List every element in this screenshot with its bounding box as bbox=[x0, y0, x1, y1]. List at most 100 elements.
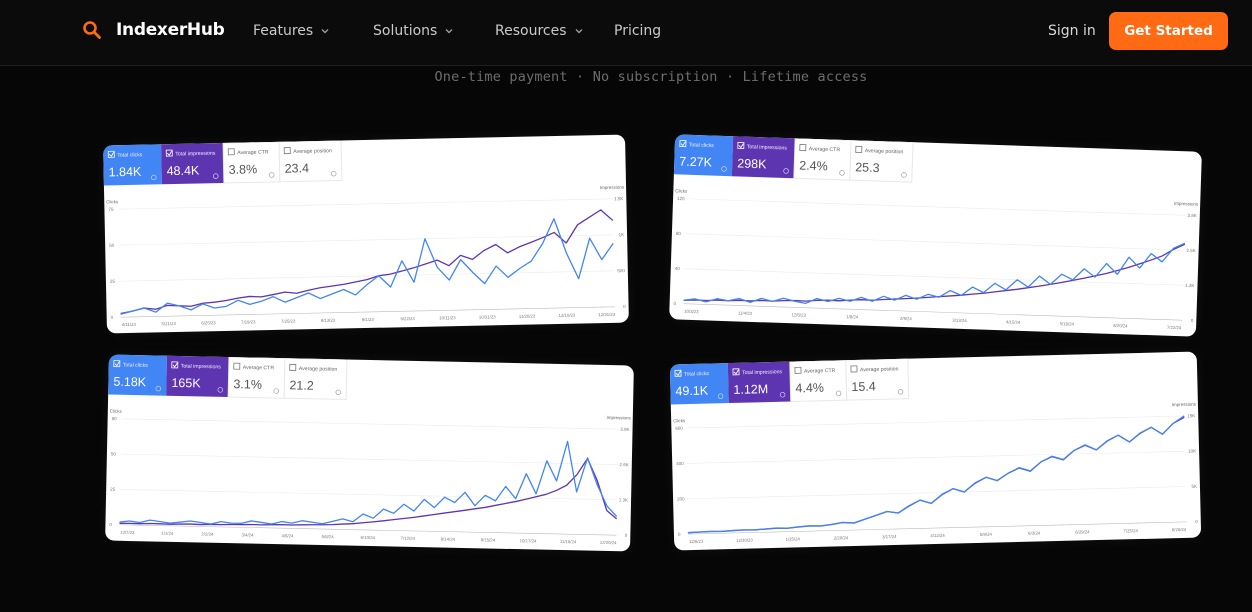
help-icon[interactable] bbox=[269, 172, 275, 178]
gridline bbox=[684, 268, 1184, 286]
metric-label: Average CTR bbox=[804, 368, 836, 375]
x-tick-label: 12/6/23 bbox=[689, 539, 704, 544]
x-tick-label: 7/25/24 bbox=[1123, 528, 1138, 533]
gridline bbox=[120, 306, 615, 318]
metric-label: Total impressions bbox=[181, 364, 222, 371]
metric-tile-2[interactable]: Total impressions 48.4K bbox=[161, 142, 224, 185]
checkbox-checked-icon[interactable] bbox=[165, 149, 173, 157]
help-icon[interactable] bbox=[331, 170, 337, 177]
y-axis-label: Clicks bbox=[106, 199, 119, 204]
metric-value: 3.1% bbox=[233, 377, 262, 392]
metric-tile-2[interactable]: Total impressions 298K bbox=[731, 136, 796, 179]
nav-pricing[interactable]: Pricing bbox=[614, 23, 661, 39]
help-icon[interactable] bbox=[901, 172, 907, 178]
y-tick-label: 25 bbox=[110, 279, 116, 284]
help-icon[interactable] bbox=[839, 170, 845, 176]
x-tick-label: 4/6/24 bbox=[282, 533, 295, 538]
x-tick-label: 12/6/23 bbox=[791, 312, 806, 317]
checkbox-checked-icon[interactable] bbox=[674, 369, 682, 377]
clicks-series-line bbox=[119, 440, 618, 525]
metric-tile-1[interactable]: Total clicks 1.84K bbox=[103, 144, 162, 186]
metric-tile-4[interactable]: Average position 15.4 bbox=[845, 358, 910, 401]
brand-logo[interactable]: IndexerHub bbox=[82, 20, 225, 40]
help-icon[interactable] bbox=[273, 388, 279, 394]
search-console-card-3: Total clicks 5.18K Total impressions 165K Av… bbox=[105, 354, 634, 552]
metric-label: Total impressions bbox=[747, 144, 788, 151]
gridline bbox=[685, 233, 1185, 251]
y2-tick-label: 15K bbox=[1187, 413, 1195, 418]
metric-tile-3[interactable]: Average CTR 2.4% bbox=[793, 137, 852, 181]
nav-solutions[interactable]: Solutions bbox=[373, 23, 454, 39]
help-icon[interactable] bbox=[779, 392, 786, 398]
checkbox-icon[interactable] bbox=[799, 144, 807, 152]
x-tick-label: 9/1/23 bbox=[362, 317, 375, 322]
gridline bbox=[687, 521, 1187, 535]
help-icon[interactable] bbox=[835, 390, 842, 397]
y2-tick-label: 500 bbox=[617, 268, 625, 273]
help-icon[interactable] bbox=[783, 168, 789, 174]
top-navbar: IndexerHub Features Solutions Resources … bbox=[0, 0, 1252, 66]
help-icon[interactable] bbox=[217, 387, 223, 393]
checkbox-icon[interactable] bbox=[289, 363, 297, 371]
x-tick-label: 4/15/24 bbox=[1006, 319, 1021, 324]
help-icon[interactable] bbox=[151, 174, 157, 181]
metric-tile-1[interactable]: Total clicks 7.27K bbox=[673, 134, 734, 177]
x-tick-label: 4/11/23 bbox=[122, 322, 137, 327]
help-icon[interactable] bbox=[155, 385, 162, 392]
performance-chart-3: Total clicks 5.18K Total impressions 165K Av… bbox=[108, 354, 632, 545]
nav-solutions-label: Solutions bbox=[373, 23, 438, 39]
y2-tick-label: 3.8K bbox=[1187, 213, 1196, 218]
y2-tick-label: 0 bbox=[1195, 519, 1198, 524]
x-tick-label: 6/3/24 bbox=[1028, 530, 1041, 535]
impressions-series-line bbox=[683, 243, 1186, 302]
y-tick-label: 200 bbox=[677, 496, 685, 501]
check-mark-icon bbox=[738, 143, 744, 149]
metric-label: Total clicks bbox=[684, 371, 710, 378]
get-started-button[interactable]: Get Started bbox=[1109, 12, 1228, 50]
metric-tile-4[interactable]: Average position 25.3 bbox=[849, 139, 914, 183]
checkbox-checked-icon[interactable] bbox=[107, 150, 115, 158]
y2-tick-label: 0 bbox=[1191, 318, 1194, 323]
x-tick-label: 5/8/24 bbox=[980, 532, 993, 537]
nav-resources[interactable]: Resources bbox=[495, 23, 584, 39]
checkbox-checked-icon[interactable] bbox=[737, 141, 745, 150]
metric-tile-4[interactable]: Average position 21.2 bbox=[283, 357, 348, 401]
nav-features-label: Features bbox=[253, 23, 314, 39]
y2-axis-label: Impressions bbox=[1174, 201, 1199, 207]
metric-tile-3[interactable]: Average CTR 4.4% bbox=[789, 359, 848, 403]
sign-in-link[interactable]: Sign in bbox=[1048, 23, 1096, 39]
nav-features[interactable]: Features bbox=[253, 23, 330, 39]
help-icon[interactable] bbox=[721, 166, 727, 172]
help-icon[interactable] bbox=[717, 393, 724, 399]
y-tick-label: 600 bbox=[675, 426, 683, 431]
metric-tile-1[interactable]: Total clicks 5.18K bbox=[108, 354, 167, 396]
metric-tile-3[interactable]: Average CTR 3.1% bbox=[227, 356, 286, 399]
help-icon[interactable] bbox=[213, 173, 219, 179]
checkbox-checked-icon[interactable] bbox=[113, 360, 121, 368]
y2-axis-label: Impressions bbox=[600, 185, 625, 191]
y-tick-label: 0 bbox=[111, 315, 114, 320]
metric-tile-4[interactable]: Average position 23.4 bbox=[278, 139, 343, 183]
checkbox-icon[interactable] bbox=[855, 145, 863, 153]
metric-tile-2[interactable]: Total impressions 165K bbox=[166, 355, 229, 398]
x-tick-label: 5/8/24 bbox=[322, 534, 335, 539]
checkbox-icon[interactable] bbox=[850, 365, 858, 373]
checkbox-icon[interactable] bbox=[227, 148, 235, 156]
performance-chart-2: Total clicks 7.27K Total impressions 298K Av… bbox=[673, 134, 1199, 330]
x-tick-label: 10/3/23 bbox=[684, 309, 699, 314]
metric-value: 298K bbox=[737, 156, 767, 171]
checkbox-checked-icon[interactable] bbox=[679, 140, 687, 148]
help-icon[interactable] bbox=[897, 389, 904, 395]
checkbox-icon[interactable] bbox=[794, 366, 802, 374]
help-icon[interactable] bbox=[335, 389, 341, 396]
checkbox-checked-icon[interactable] bbox=[732, 368, 740, 376]
metric-tile-3[interactable]: Average CTR 3.8% bbox=[222, 141, 281, 184]
x-tick-label: 7/25/23 bbox=[281, 318, 296, 323]
checkbox-icon[interactable] bbox=[283, 147, 291, 155]
checkbox-checked-icon[interactable] bbox=[171, 361, 179, 369]
metric-tile-1[interactable]: Total clicks 49.1K bbox=[669, 363, 729, 405]
y2-tick-label: 0 bbox=[625, 533, 628, 538]
metric-tile-2[interactable]: Total impressions 1.12M bbox=[727, 361, 791, 404]
gridline bbox=[119, 234, 614, 246]
checkbox-icon[interactable] bbox=[233, 362, 241, 370]
